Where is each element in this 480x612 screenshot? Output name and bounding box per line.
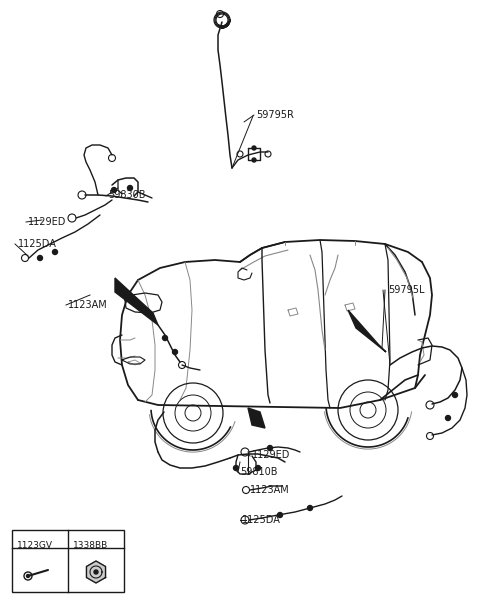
Circle shape <box>252 158 256 162</box>
Text: 1123GV: 1123GV <box>17 542 53 551</box>
Circle shape <box>163 335 168 340</box>
Circle shape <box>172 349 178 354</box>
Circle shape <box>277 512 283 518</box>
Text: 1125DA: 1125DA <box>18 239 57 249</box>
Circle shape <box>453 392 457 398</box>
Text: 1125DA: 1125DA <box>242 515 281 525</box>
Circle shape <box>255 466 261 471</box>
Text: 1123AM: 1123AM <box>68 300 108 310</box>
Polygon shape <box>86 561 106 583</box>
Text: 59795L: 59795L <box>388 285 424 295</box>
Text: 1338BB: 1338BB <box>73 542 108 551</box>
Text: 1129ED: 1129ED <box>252 450 290 460</box>
Circle shape <box>308 506 312 510</box>
Circle shape <box>94 570 98 574</box>
Bar <box>12 530 124 592</box>
Circle shape <box>37 255 43 261</box>
Polygon shape <box>115 278 158 325</box>
Circle shape <box>267 446 273 450</box>
Circle shape <box>26 575 29 578</box>
Circle shape <box>445 416 451 420</box>
Circle shape <box>111 187 117 193</box>
Text: 59795R: 59795R <box>256 110 294 120</box>
Text: 59830B: 59830B <box>108 190 145 200</box>
Circle shape <box>52 250 58 255</box>
Polygon shape <box>348 310 386 352</box>
Text: 1123AM: 1123AM <box>250 485 290 495</box>
Circle shape <box>252 146 256 150</box>
Polygon shape <box>248 408 265 428</box>
Circle shape <box>128 185 132 190</box>
Text: 59810B: 59810B <box>240 467 277 477</box>
Text: 1129ED: 1129ED <box>28 217 66 227</box>
Circle shape <box>233 466 239 471</box>
